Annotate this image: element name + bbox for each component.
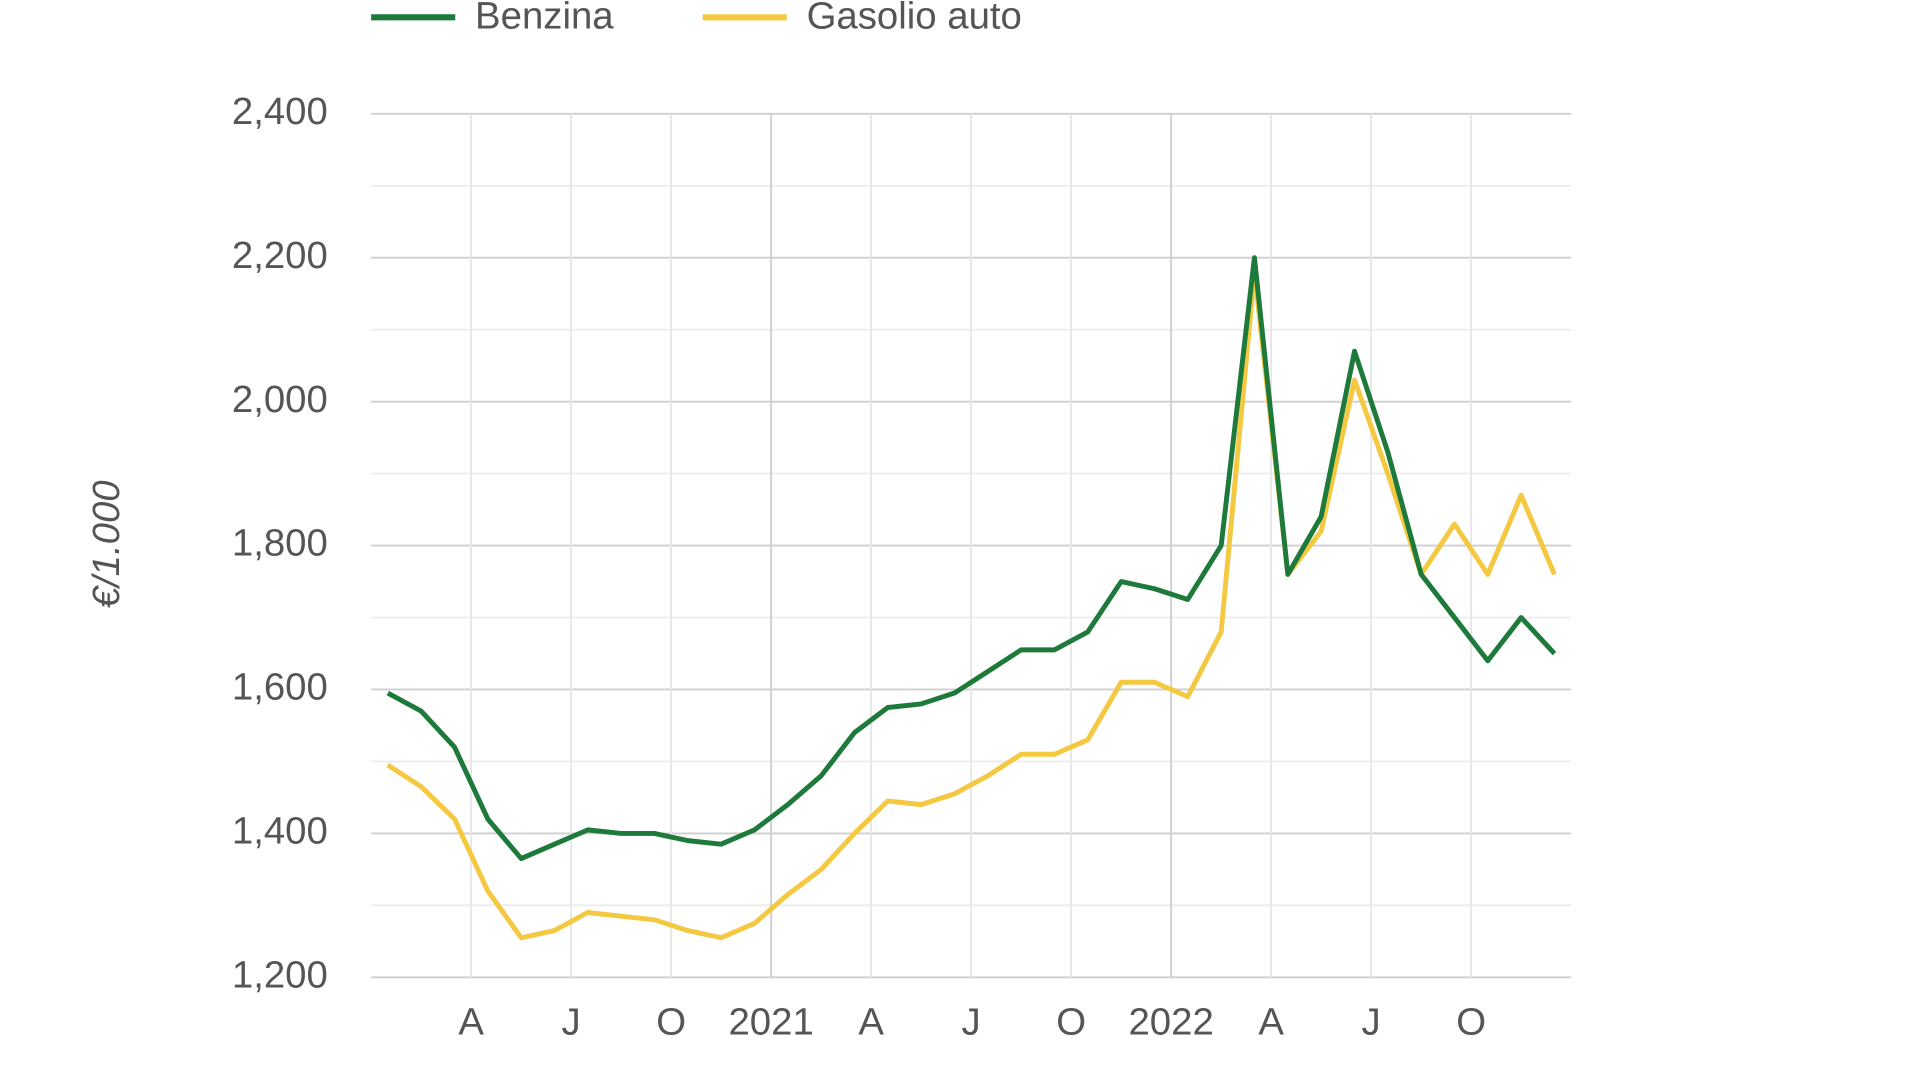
y-axis-label: €/1.000 — [85, 480, 128, 608]
y-tick-label: 1,800 — [232, 522, 328, 565]
x-tick-label: J — [1362, 1000, 1381, 1043]
x-tick-label: J — [962, 1000, 981, 1043]
x-tick-label: A — [858, 1000, 884, 1043]
y-tick-label: 2,200 — [232, 234, 328, 277]
x-tick-label: O — [656, 1000, 686, 1043]
legend-label[interactable]: Benzina — [475, 0, 614, 38]
x-tick-label: A — [1258, 1000, 1284, 1043]
y-tick-label: 1,400 — [232, 810, 328, 853]
x-tick-label: J — [562, 1000, 581, 1043]
x-tick-label: O — [1456, 1000, 1486, 1043]
y-tick-label: 2,400 — [232, 90, 328, 133]
x-tick-label: 2021 — [728, 1000, 813, 1043]
series-line — [386, 269, 1557, 941]
y-tick-label: 1,600 — [232, 666, 328, 709]
series-line — [386, 255, 1557, 862]
x-tick-label: 2022 — [1128, 1000, 1213, 1043]
y-tick-label: 1,200 — [232, 953, 328, 996]
x-tick-label: O — [1056, 1000, 1086, 1043]
x-tick-label: A — [458, 1000, 484, 1043]
legend-label[interactable]: Gasolio auto — [807, 0, 1022, 38]
y-tick-label: 2,000 — [232, 378, 328, 421]
